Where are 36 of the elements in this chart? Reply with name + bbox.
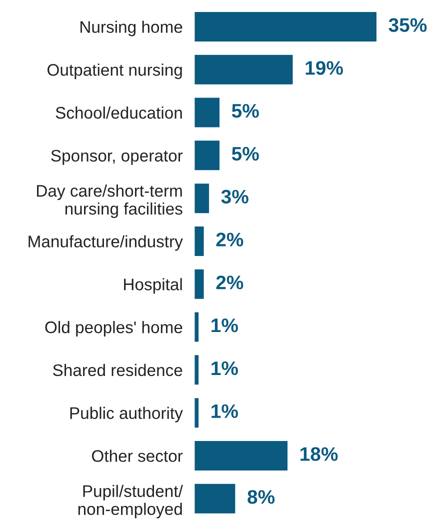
data-label: 19% — [306, 61, 343, 75]
data-label: 1% — [212, 404, 238, 418]
data-label: 2% — [216, 232, 244, 246]
y-tick-label: Hospital — [124, 278, 182, 294]
bar — [194, 10, 378, 43]
data-label: 1% — [212, 361, 238, 376]
bar — [194, 225, 206, 258]
bar — [194, 268, 206, 300]
bar — [194, 53, 294, 86]
y-tick-label: Other sector — [92, 450, 183, 462]
bar — [194, 96, 221, 129]
data-label: 1% — [212, 318, 238, 332]
data-label: 3% — [221, 190, 248, 204]
data-label: 5% — [232, 104, 259, 118]
y-tick-label: Pupil/student/ non-employed — [78, 484, 183, 518]
bar — [194, 310, 200, 344]
y-tick-label: Old peoples' home — [45, 320, 182, 337]
data-label: 18% — [300, 447, 338, 461]
y-tick-label: Shared residence — [53, 364, 182, 376]
y-tick-label: Sponsor, operator — [51, 150, 183, 165]
y-tick-label: Manufacture/industry — [28, 235, 183, 251]
y-tick-label: Day care/short-term nursing facilities — [37, 184, 182, 218]
y-tick-label: School/education — [56, 106, 182, 119]
data-label: 2% — [216, 276, 244, 290]
data-label: 8% — [248, 490, 275, 504]
bar — [194, 139, 221, 172]
bar — [194, 482, 237, 515]
bar — [194, 354, 200, 386]
bar — [194, 182, 210, 214]
bar — [194, 396, 200, 429]
y-tick-label: Nursing home — [80, 20, 182, 36]
data-label: 5% — [232, 146, 259, 161]
y-tick-label: Public authority — [70, 406, 183, 422]
y-tick-label: Outpatient nursing — [48, 64, 182, 80]
bar — [194, 440, 289, 472]
data-label: 35% — [388, 18, 427, 32]
